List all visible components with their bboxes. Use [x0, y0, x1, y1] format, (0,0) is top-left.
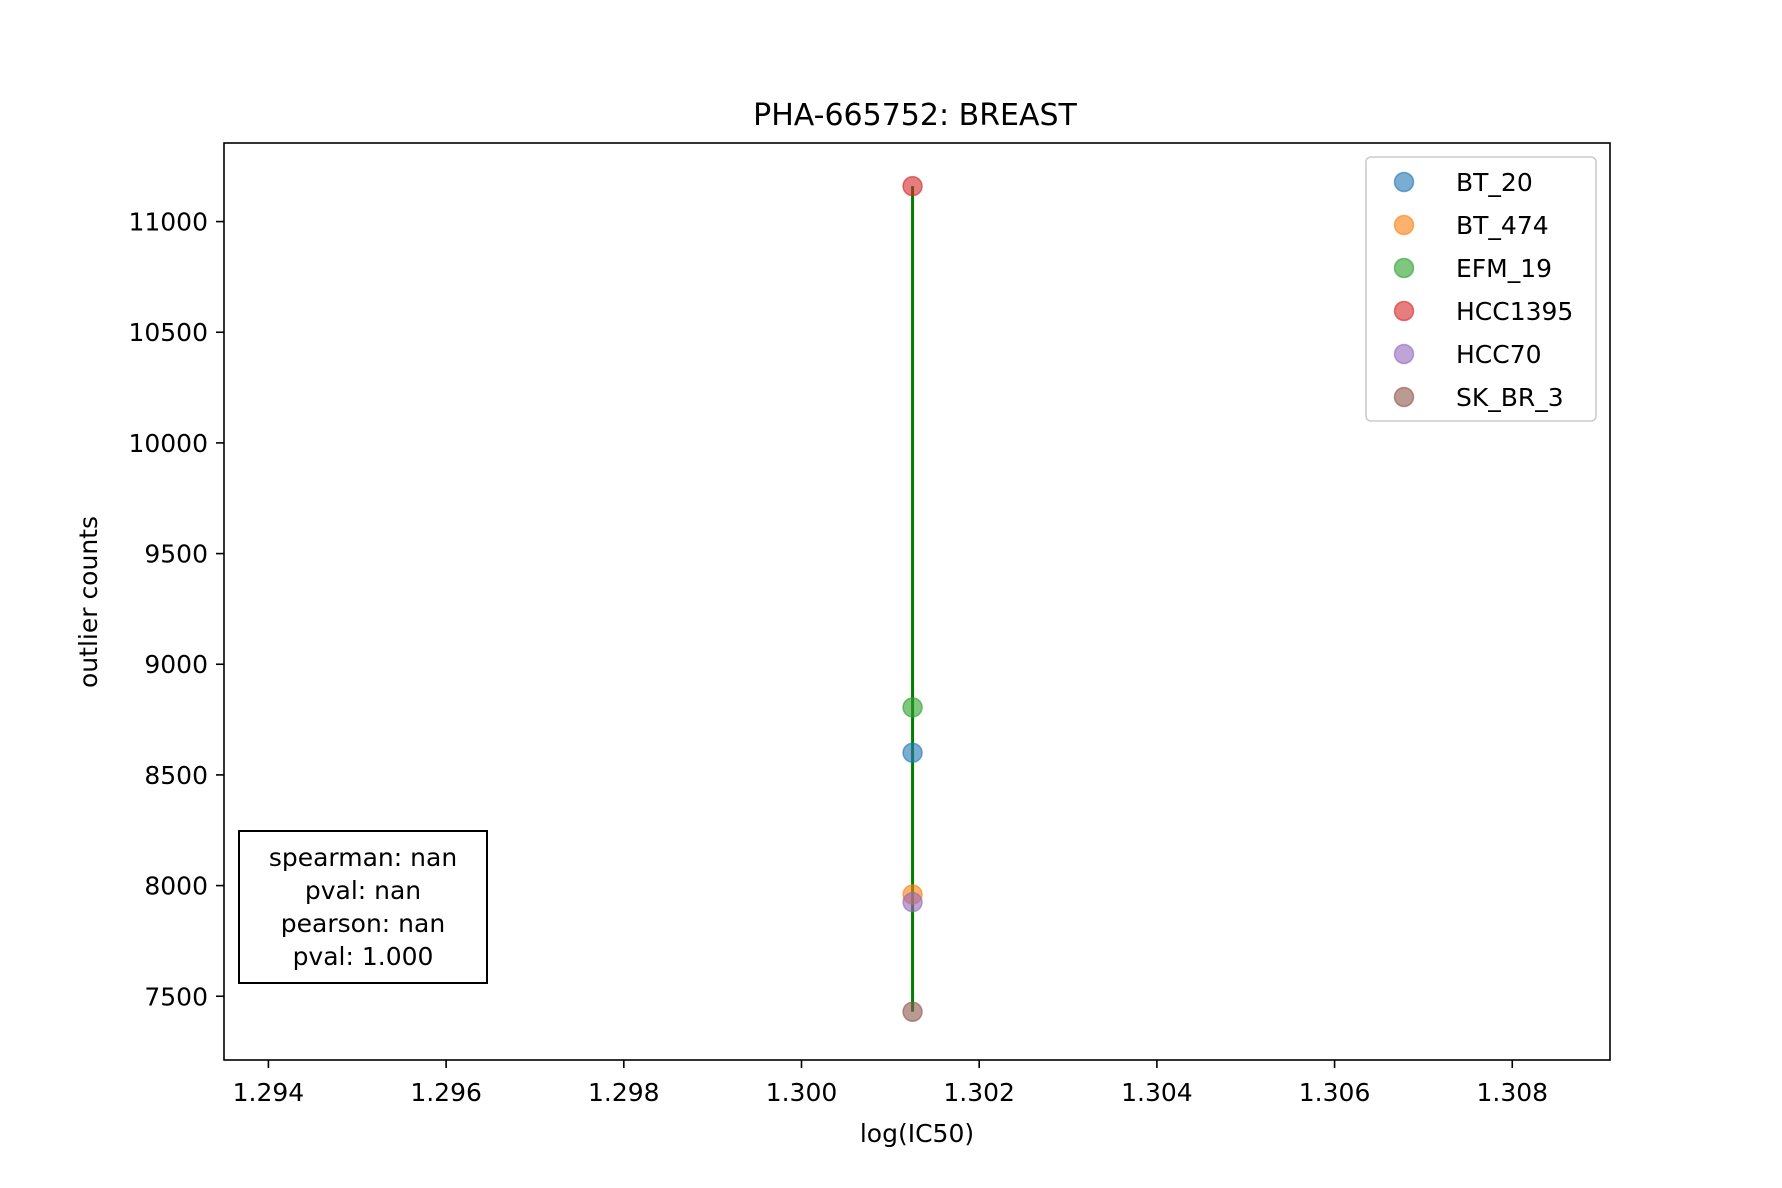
y-tick-label: 10000 — [128, 429, 208, 458]
legend-label: SK_BR_3 — [1456, 383, 1564, 412]
x-tick-label: 1.308 — [1476, 1078, 1548, 1107]
x-tick-label: 1.300 — [766, 1078, 838, 1107]
data-point-bt-20 — [902, 742, 923, 764]
data-point-hcc1395 — [902, 175, 923, 197]
x-tick-label: 1.294 — [233, 1078, 305, 1107]
legend-marker — [1393, 214, 1415, 236]
stats-annotation-line: pval: nan — [305, 876, 421, 905]
x-tick-label: 1.302 — [943, 1078, 1015, 1107]
legend-label: EFM_19 — [1456, 254, 1552, 283]
legend-marker — [1393, 300, 1415, 322]
y-tick-label: 9000 — [144, 650, 208, 679]
data-point-sk-br-3 — [902, 1001, 923, 1022]
data-point-hcc70 — [902, 891, 923, 913]
plot-layer — [902, 175, 923, 1022]
plot-frame — [223, 142, 1611, 1061]
x-tick-label: 1.298 — [588, 1078, 660, 1107]
legend-marker — [1393, 171, 1415, 193]
legend-entries: BT_20 BT_474 EFM_19 HCC1395 HCC70 SK_BR_3 — [1393, 168, 1573, 412]
stats-annotation-frame — [238, 830, 488, 984]
legend-marker — [1393, 343, 1415, 365]
y-tick-label: 9500 — [144, 540, 208, 569]
data-point-efm-19 — [902, 697, 923, 718]
y-tick-label: 11000 — [128, 208, 208, 237]
stats-annotation-lines: spearman: nan pval: nan pearson: nan pval: … — [269, 843, 457, 971]
legend-label: BT_20 — [1456, 168, 1533, 197]
stats-annotation-line: pval: 1.000 — [293, 942, 434, 971]
chart-title: PHA-665752: BREAST — [753, 98, 1077, 133]
y-tick-label: 10500 — [128, 318, 208, 347]
legend-frame — [1365, 156, 1597, 422]
legend-marker — [1393, 257, 1415, 279]
x-tick-label: 1.306 — [1299, 1078, 1371, 1107]
legend-marker — [1393, 386, 1415, 408]
x-tick-label: 1.304 — [1121, 1078, 1193, 1107]
x-axis-label: log(IC50) — [860, 1119, 974, 1148]
stats-annotation-line: spearman: nan — [269, 843, 457, 872]
x-axis-ticks: 1.294 1.296 1.298 1.300 1.302 1.304 1.306 1.308 — [233, 1060, 1548, 1107]
y-axis-ticks: 7500 8000 8500 9000 9500 10000 10500 11000 — [128, 208, 224, 1011]
stats-annotation-line: pearson: nan — [281, 909, 445, 938]
y-tick-label: 8000 — [144, 872, 208, 901]
y-axis-label: outlier counts — [74, 516, 103, 688]
legend-label: HCC1395 — [1456, 297, 1573, 326]
legend-label: HCC70 — [1456, 340, 1542, 369]
y-tick-label: 7500 — [144, 982, 208, 1011]
stats-annotation: spearman: nan pval: nan pearson: nan pval: … — [238, 830, 488, 984]
x-tick-label: 1.296 — [410, 1078, 482, 1107]
legend-label: BT_474 — [1456, 211, 1549, 240]
y-tick-label: 8500 — [144, 761, 208, 790]
legend: BT_20 BT_474 EFM_19 HCC1395 HCC70 SK_BR_3 — [1365, 156, 1597, 422]
